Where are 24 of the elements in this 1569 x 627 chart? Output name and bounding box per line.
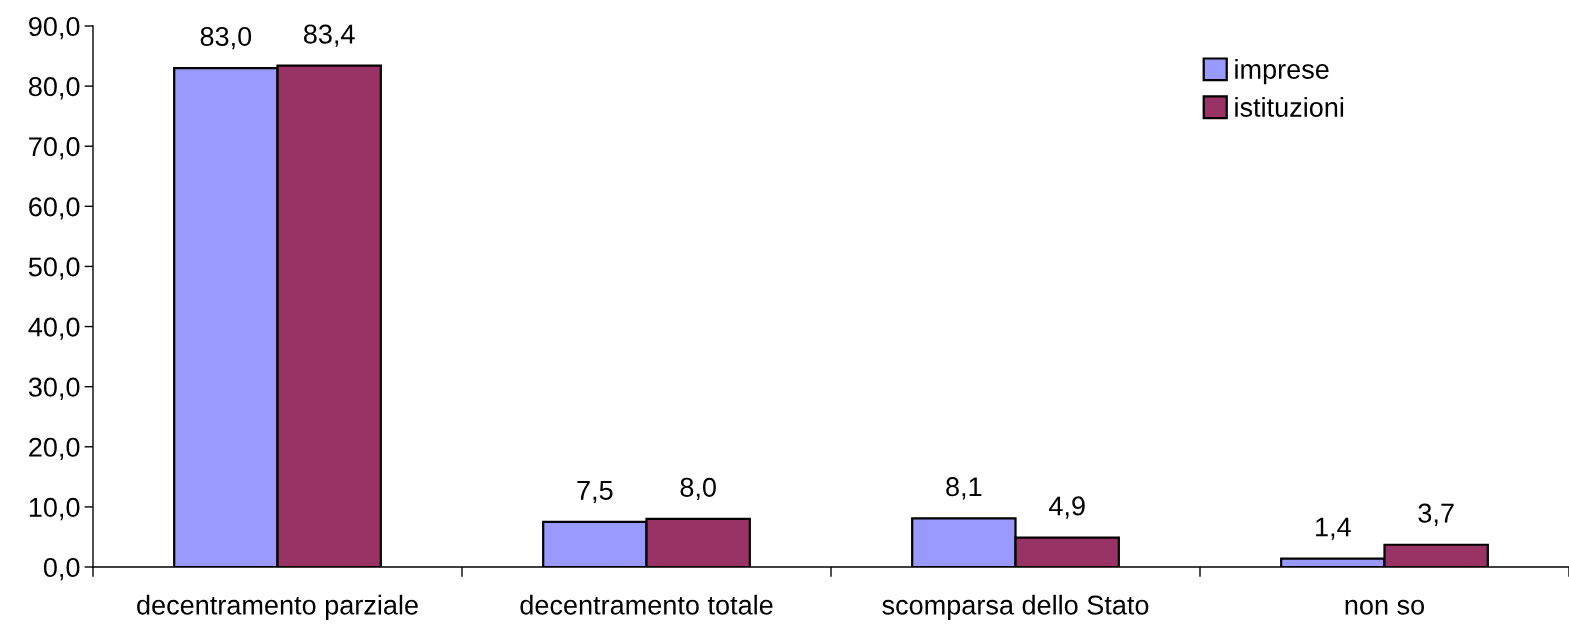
y-tick-label: 0,0 [43,557,80,581]
y-tick-label: 20,0 [29,437,80,461]
data-label: 8,1 [946,477,982,500]
y-tick-label: 80,0 [28,77,80,100]
x-tick-label: decentramento parziale [137,594,418,621]
data-label: 8,0 [680,477,716,501]
data-label: 4,9 [1048,496,1085,519]
y-tick-label: 90,0 [29,16,80,40]
y-tick-label: 60,0 [29,197,80,220]
data-label: 7,5 [577,481,613,504]
data-label: 83,4 [303,24,355,47]
y-tick-label: 10,0 [29,497,80,521]
x-tick-label: decentramento totale [520,594,773,615]
x-tick-label: scomparsa dello Stato [882,594,1149,621]
y-tick-label: 40,0 [28,317,80,340]
data-label: 3,7 [1418,503,1454,526]
y-tick-label: 50,0 [28,257,80,280]
legend-label: istituzioni [1235,97,1344,117]
data-label: 1,4 [1316,517,1351,540]
x-tick-label: non so [1345,599,1425,615]
data-label: 83,0 [200,26,252,50]
y-tick-label: 30,0 [28,377,80,400]
y-tick-label: 70,0 [29,137,80,160]
legend-label: imprese [1235,59,1329,85]
